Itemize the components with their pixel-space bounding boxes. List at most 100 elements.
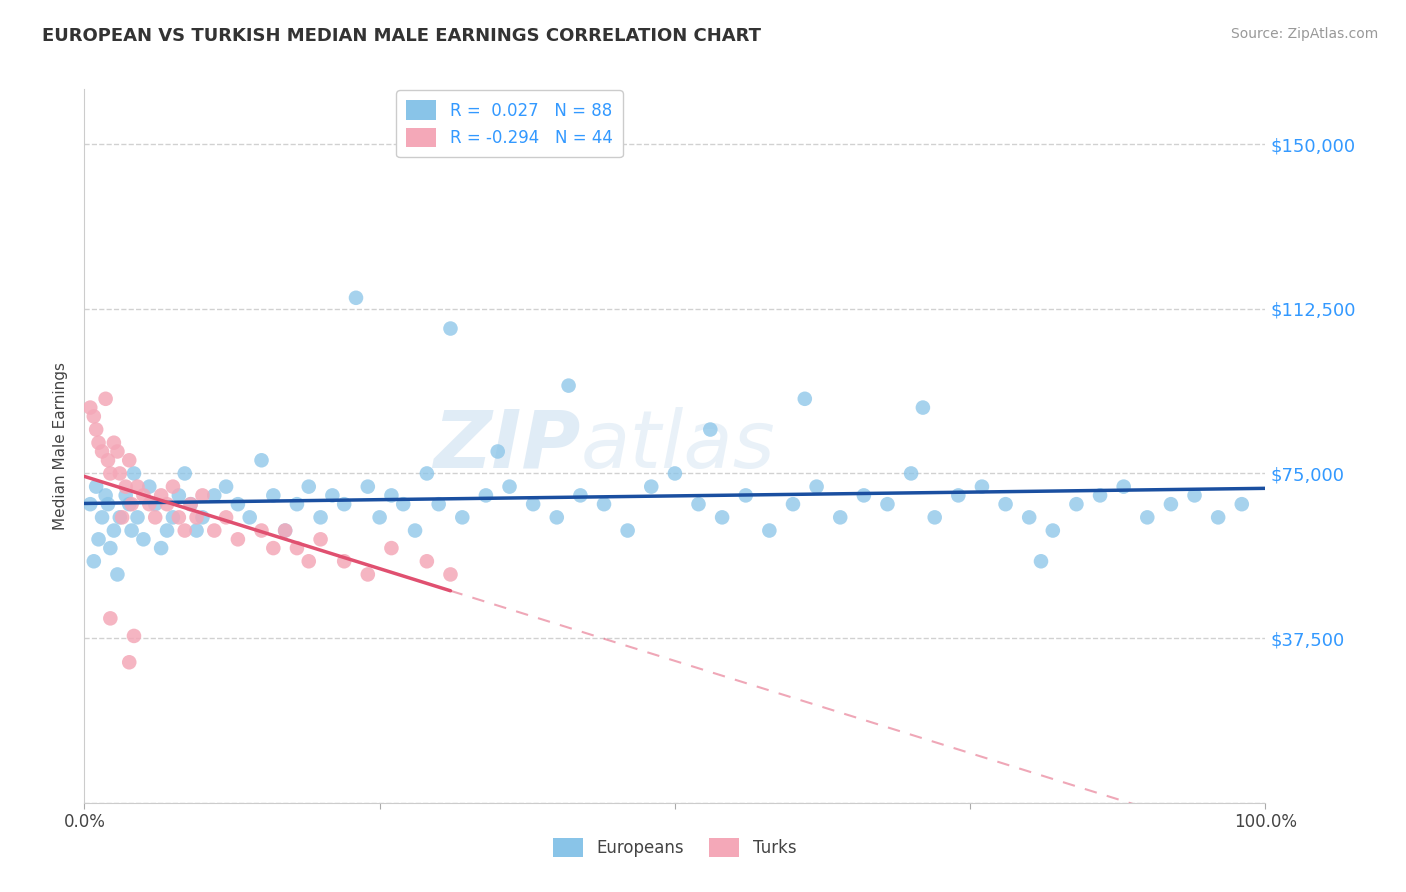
Point (167, 488, 190, 502)
Point (191, 488, 214, 502)
Point (1042, 524, 1064, 538)
Point (1136, 510, 1159, 524)
Point (274, 524, 297, 538)
Point (1206, 510, 1229, 524)
Point (98, 467, 121, 481)
Point (640, 480, 662, 494)
Point (498, 480, 520, 494)
Point (368, 510, 391, 524)
Point (114, 480, 136, 494)
Point (475, 488, 498, 502)
Point (79, 401, 101, 415)
Point (688, 497, 710, 511)
Point (309, 533, 332, 547)
Point (380, 488, 402, 502)
Point (262, 488, 284, 502)
Point (321, 488, 343, 502)
Point (127, 480, 149, 494)
Point (114, 488, 136, 502)
Point (569, 488, 592, 502)
Point (285, 541, 308, 555)
Point (132, 533, 155, 547)
Point (191, 510, 214, 524)
Point (333, 497, 356, 511)
Point (416, 467, 439, 481)
Point (156, 497, 179, 511)
Point (186, 524, 208, 538)
Point (546, 510, 568, 524)
Point (83, 409, 105, 424)
Point (593, 497, 616, 511)
Point (298, 554, 321, 568)
Point (108, 510, 131, 524)
Point (522, 497, 544, 511)
Point (1230, 497, 1253, 511)
Point (186, 510, 208, 524)
Point (91, 510, 114, 524)
Point (852, 488, 875, 502)
Point (121, 497, 143, 511)
Point (87, 533, 110, 547)
Point (107, 444, 129, 458)
Point (274, 524, 297, 538)
Point (122, 629, 145, 643)
Point (699, 423, 721, 437)
Point (876, 497, 898, 511)
Point (138, 497, 160, 511)
Point (806, 480, 828, 494)
Point (758, 524, 780, 538)
Point (1088, 488, 1111, 502)
Point (357, 480, 380, 494)
Point (226, 497, 249, 511)
Point (924, 510, 946, 524)
Point (1018, 510, 1040, 524)
Point (180, 497, 202, 511)
Point (173, 467, 195, 481)
Point (150, 541, 173, 555)
Point (150, 488, 173, 502)
Point (427, 497, 450, 511)
Point (439, 567, 461, 582)
Point (616, 524, 638, 538)
Point (215, 480, 238, 494)
Point (298, 480, 321, 494)
Point (451, 510, 474, 524)
Point (380, 541, 402, 555)
Point (91, 444, 114, 458)
Point (793, 392, 815, 406)
Text: EUROPEAN VS TURKISH MEDIAN MALE EARNINGS CORRELATION CHART: EUROPEAN VS TURKISH MEDIAN MALE EARNINGS… (42, 27, 761, 45)
Point (138, 480, 160, 494)
Text: ZIP: ZIP (433, 407, 581, 485)
Point (734, 488, 756, 502)
Point (162, 510, 184, 524)
Point (143, 510, 166, 524)
Point (262, 541, 284, 555)
Point (416, 554, 439, 568)
Point (1184, 488, 1206, 502)
Point (250, 524, 273, 538)
Point (970, 480, 993, 494)
Point (118, 655, 141, 669)
Point (911, 401, 934, 415)
Point (180, 497, 202, 511)
Point (103, 435, 125, 450)
Point (1029, 554, 1052, 568)
Point (392, 497, 415, 511)
Point (79, 497, 101, 511)
Point (226, 533, 249, 547)
Point (84, 423, 107, 437)
Point (557, 378, 579, 392)
Point (285, 497, 308, 511)
Point (83, 554, 105, 568)
Point (162, 480, 184, 494)
Point (132, 488, 155, 502)
Point (94, 488, 117, 502)
Point (239, 510, 262, 524)
Point (948, 488, 970, 502)
Point (84, 480, 107, 494)
Point (97, 497, 120, 511)
Point (664, 467, 686, 481)
Point (202, 488, 225, 502)
Point (97, 453, 120, 467)
Point (98, 541, 121, 555)
